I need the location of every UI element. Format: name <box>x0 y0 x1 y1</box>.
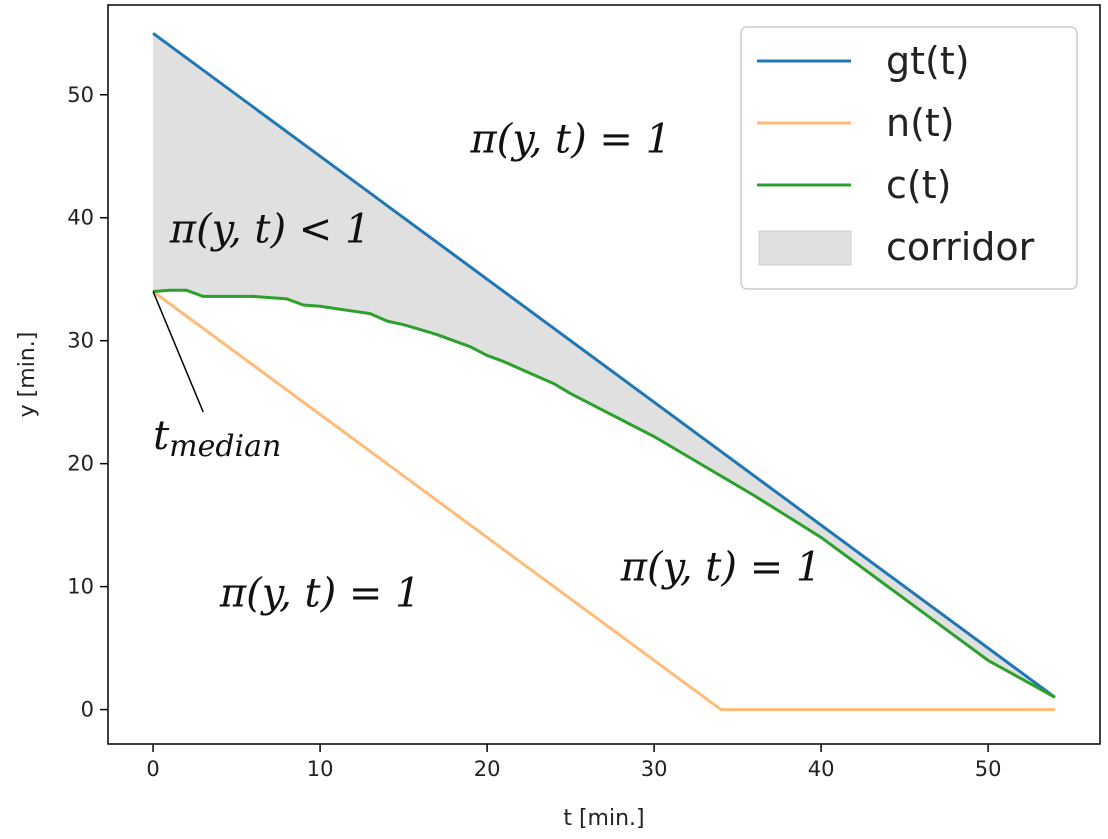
y-axis-label: y [min.] <box>15 332 40 418</box>
legend-box <box>740 26 1078 290</box>
y-tick-label: 0 <box>81 698 94 722</box>
median-label: tmedian <box>153 413 281 464</box>
axes-frame <box>107 4 1101 745</box>
x-axis-label: t [min.] <box>563 806 644 831</box>
x-tick-label: 40 <box>808 757 835 781</box>
x-tick-label: 0 <box>146 757 159 781</box>
legend: gt(t) n(t) c(t) corridor <box>740 26 1078 290</box>
region-annotation: π(y, t) = 1 <box>219 570 421 616</box>
median-pointer <box>152 291 204 413</box>
series-line-c <box>152 288 1056 699</box>
x-tick-label: 50 <box>975 757 1002 781</box>
plot-area <box>152 32 1056 712</box>
x-tick-label: 30 <box>641 757 668 781</box>
legend-swatch-corridor <box>758 230 852 266</box>
region-annotation: π(y, t) = 1 <box>469 117 671 163</box>
y-tick-label: 30 <box>67 329 94 353</box>
legend-label: n(t) <box>886 101 955 145</box>
y-tick-label: 50 <box>67 83 94 107</box>
y-tick-label: 20 <box>67 452 94 476</box>
x-tick-label: 10 <box>307 757 334 781</box>
region-annotation: π(y, t) < 1 <box>169 206 371 252</box>
series-line-gt <box>152 32 1056 699</box>
x-tick-label: 20 <box>474 757 501 781</box>
y-tick-label: 10 <box>67 575 94 599</box>
annotations: π(y, t) = 1 π(y, t) < 1 π(y, t) = 1 π(y, t)… <box>152 117 822 616</box>
series-line-n <box>152 290 1055 712</box>
legend-label: corridor <box>886 225 1035 269</box>
legend-label: c(t) <box>886 163 951 207</box>
y-tick-label: 40 <box>67 206 94 230</box>
ticks: 0 10 20 30 40 50 0 10 20 30 40 50 <box>67 83 1001 781</box>
region-annotation: π(y, t) = 1 <box>620 544 822 590</box>
legend-label: gt(t) <box>886 39 970 83</box>
